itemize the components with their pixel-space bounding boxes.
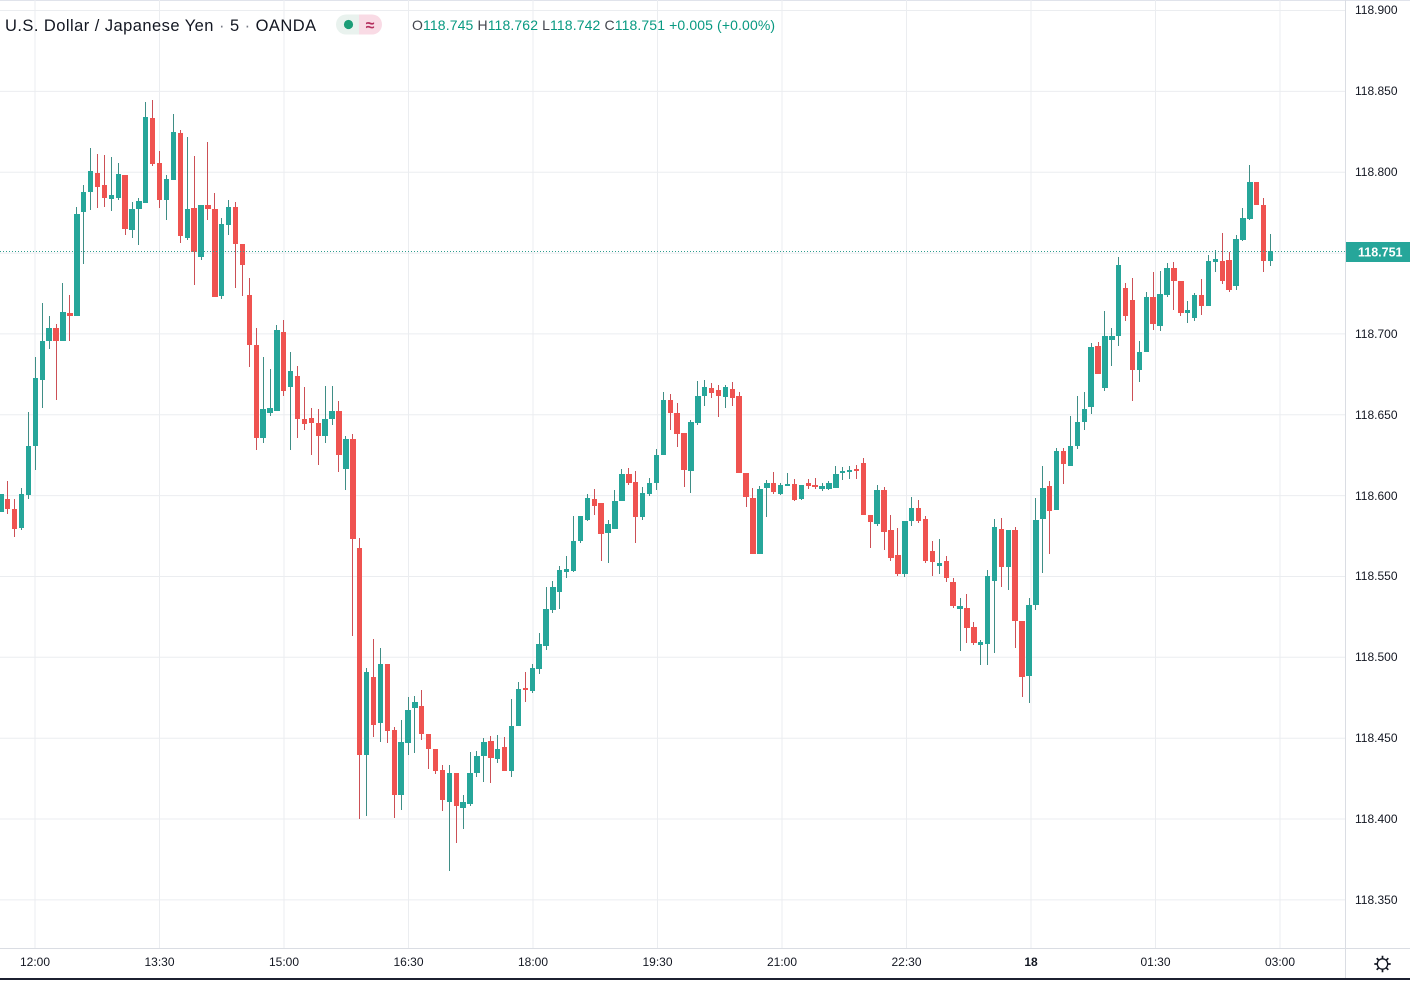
svg-text:118.751: 118.751 xyxy=(1358,246,1403,260)
svg-text:22:30: 22:30 xyxy=(891,955,921,969)
svg-text:13:30: 13:30 xyxy=(144,955,174,969)
svg-text:118.500: 118.500 xyxy=(1355,650,1398,664)
svg-text:21:00: 21:00 xyxy=(767,955,797,969)
svg-text:118.400: 118.400 xyxy=(1355,812,1398,826)
svg-text:O118.745 H118.762 L118.742 C11: O118.745 H118.762 L118.742 C118.751 +0.0… xyxy=(412,17,775,33)
svg-text:118.350: 118.350 xyxy=(1355,893,1398,907)
svg-text:16:30: 16:30 xyxy=(393,955,423,969)
svg-text:118.550: 118.550 xyxy=(1355,569,1398,583)
svg-text:18:00: 18:00 xyxy=(518,955,548,969)
svg-text:118.650: 118.650 xyxy=(1355,408,1398,422)
svg-text:U.S. Dollar / Japanese Yen · 5: U.S. Dollar / Japanese Yen · 5 · OANDA xyxy=(5,17,317,35)
svg-text:01:30: 01:30 xyxy=(1140,955,1170,969)
svg-text:12:00: 12:00 xyxy=(20,955,50,969)
svg-text:19:30: 19:30 xyxy=(642,955,672,969)
svg-text:118.900: 118.900 xyxy=(1355,3,1398,17)
svg-text:≈: ≈ xyxy=(366,18,375,35)
svg-text:03:00: 03:00 xyxy=(1265,955,1295,969)
svg-text:18: 18 xyxy=(1024,955,1038,969)
svg-text:118.850: 118.850 xyxy=(1355,84,1398,98)
svg-text:118.700: 118.700 xyxy=(1355,327,1398,341)
svg-text:118.600: 118.600 xyxy=(1355,489,1398,503)
svg-text:118.450: 118.450 xyxy=(1355,731,1398,745)
svg-text:118.800: 118.800 xyxy=(1355,165,1398,179)
svg-text:15:00: 15:00 xyxy=(269,955,299,969)
